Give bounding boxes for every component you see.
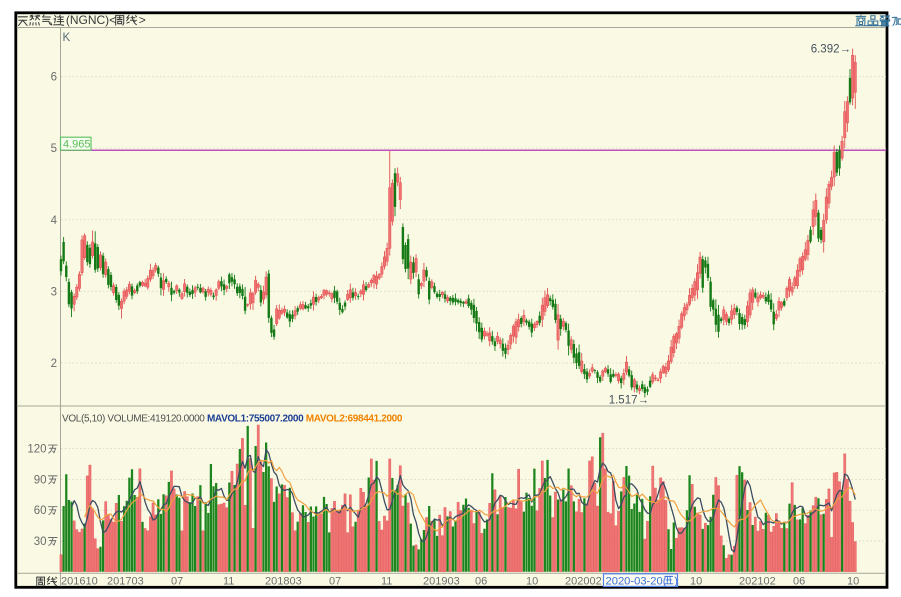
svg-text:): )	[674, 575, 678, 587]
svg-text:10: 10	[847, 576, 859, 588]
svg-text:90: 90	[34, 474, 47, 486]
svg-text:>: >	[139, 13, 146, 27]
svg-text:4: 4	[51, 215, 58, 227]
svg-text:201610: 201610	[61, 576, 98, 588]
svg-text:10: 10	[690, 576, 702, 588]
svg-text:202102: 202102	[739, 576, 776, 588]
svg-text:3: 3	[51, 286, 57, 298]
svg-text:6.392→: 6.392→	[811, 44, 851, 56]
svg-text:5: 5	[51, 143, 57, 155]
svg-text:202002: 202002	[565, 576, 602, 588]
svg-text:06: 06	[793, 576, 805, 588]
svg-text:11: 11	[223, 576, 234, 588]
svg-text:120: 120	[27, 444, 46, 456]
svg-text:(NGNC)<: (NGNC)<	[66, 13, 116, 27]
svg-text:07: 07	[329, 576, 341, 588]
svg-text:4.965: 4.965	[63, 139, 91, 151]
svg-text:201803: 201803	[265, 576, 302, 588]
svg-text:07: 07	[171, 576, 183, 588]
svg-text:11: 11	[381, 576, 392, 588]
svg-text:30: 30	[34, 536, 47, 548]
svg-text:10: 10	[526, 576, 538, 588]
svg-text:1.517→: 1.517→	[609, 395, 649, 407]
svg-text:2: 2	[51, 358, 57, 370]
svg-text:06: 06	[475, 576, 487, 588]
svg-text:201903: 201903	[423, 576, 460, 588]
svg-text:2020-03-20(: 2020-03-20(	[606, 575, 667, 587]
svg-text:60: 60	[34, 505, 47, 517]
svg-text:VOL(5,10) VOLUME:419120.0000 M: VOL(5,10) VOLUME:419120.0000 MAVOL1:7550…	[62, 414, 403, 425]
svg-text:6: 6	[51, 72, 57, 84]
svg-text:201703: 201703	[107, 576, 144, 588]
svg-text:K: K	[63, 32, 71, 44]
